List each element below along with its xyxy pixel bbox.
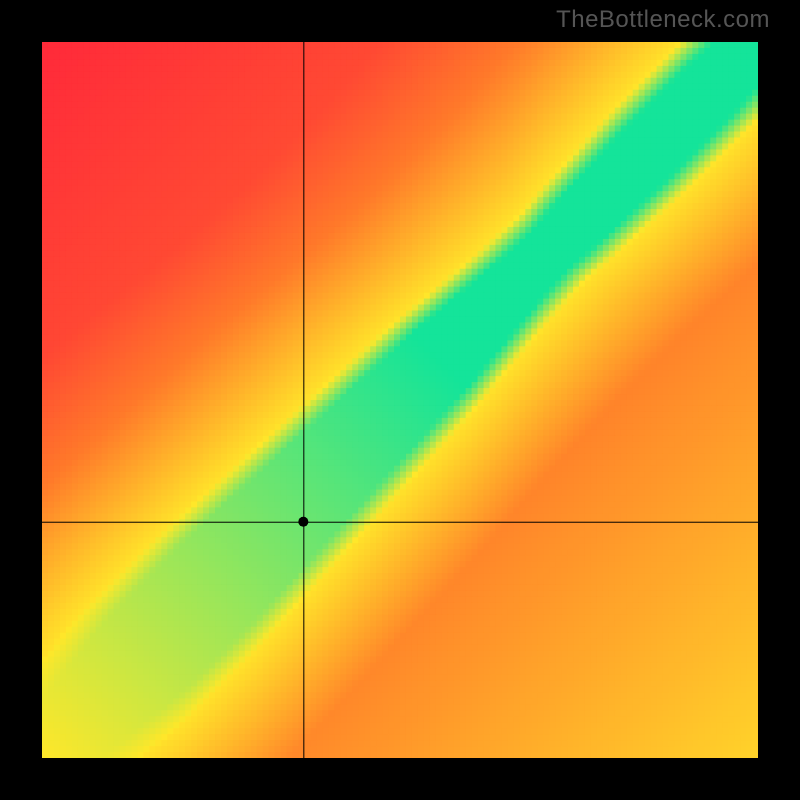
heatmap-canvas bbox=[42, 42, 758, 758]
watermark-text: TheBottleneck.com bbox=[556, 6, 770, 34]
heatmap-plot bbox=[42, 42, 758, 758]
chart-frame: TheBottleneck.com bbox=[0, 0, 800, 800]
